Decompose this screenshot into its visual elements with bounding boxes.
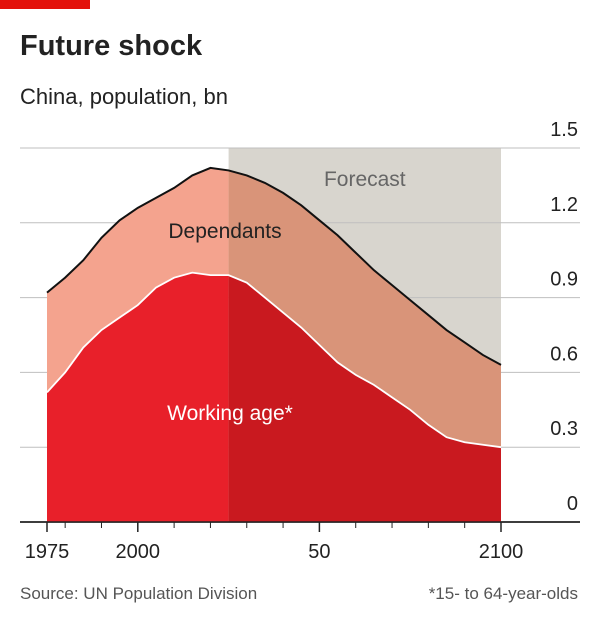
y-tick-label: 0.9 [550, 269, 578, 291]
area [47, 272, 229, 522]
area [47, 167, 229, 393]
chart-subtitle: China, population, bn [20, 84, 228, 109]
footnote: *15- to 64-year-olds [429, 584, 578, 603]
total-line [46, 166, 502, 366]
source: Source: UN Population Division [20, 584, 257, 603]
chart-title: Future shock [20, 30, 203, 62]
y-tick-label: 0.3 [550, 418, 578, 440]
x-tick-label: 2000 [116, 541, 161, 563]
x-tick-label: 50 [308, 541, 330, 563]
y-tick-label: 1.5 [550, 119, 578, 141]
y-tick-label: 0.6 [550, 343, 578, 365]
x-tick-label: 2100 [479, 541, 524, 563]
x-tick-label: 1975 [25, 541, 70, 563]
boundary-line [46, 271, 502, 449]
brand-bar [0, 0, 90, 9]
area-forecast [228, 275, 501, 522]
series-label: Dependants [168, 220, 281, 243]
forecast-label: Forecast [324, 168, 406, 191]
area-forecast [228, 170, 501, 448]
y-tick-label: 0 [567, 493, 578, 515]
series-label: Working age* [167, 402, 293, 425]
y-tick-label: 1.2 [550, 194, 578, 216]
